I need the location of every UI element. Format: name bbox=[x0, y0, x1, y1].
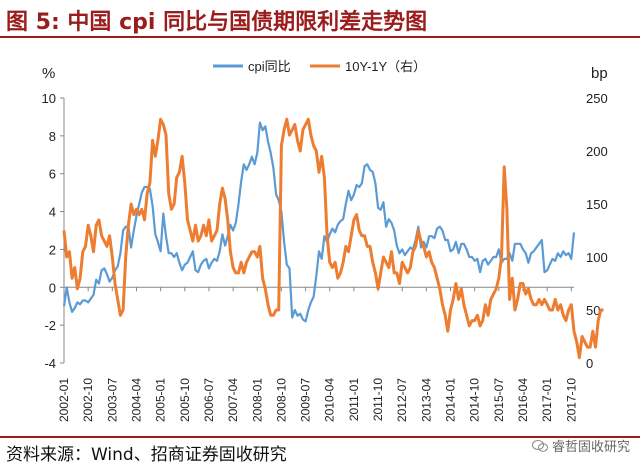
title-bar: 图 5: 中国 cpi 同比与国债期限利差走势图 bbox=[0, 0, 640, 38]
figure-title: 图 5: 中国 cpi 同比与国债期限利差走势图 bbox=[6, 10, 428, 35]
x-tick-label: 2008-10 bbox=[274, 378, 288, 422]
cpi-yoy-line bbox=[62, 121, 576, 323]
x-tick-label: 2006-07 bbox=[202, 378, 216, 422]
right-tick-label: 250 bbox=[586, 91, 608, 106]
x-tick-label: 2002-10 bbox=[81, 378, 95, 422]
right-tick-label: 50 bbox=[586, 303, 600, 318]
wechat-icon bbox=[531, 439, 548, 452]
x-tick-label: 2010-04 bbox=[323, 378, 337, 422]
legend-label-spread: 10Y-1Y（右） bbox=[345, 59, 426, 74]
right-tick-label: 0 bbox=[586, 356, 593, 371]
right-tick-label: 100 bbox=[586, 250, 608, 265]
title-divider bbox=[0, 36, 640, 38]
legend-label-cpi: cpi同比 bbox=[248, 59, 291, 74]
x-tick-label: 2017-10 bbox=[564, 378, 578, 422]
left-tick-label: -4 bbox=[44, 356, 56, 371]
left-tick-label: 2 bbox=[49, 242, 56, 257]
source-divider bbox=[0, 436, 640, 438]
x-tick-label: 2005-01 bbox=[154, 378, 168, 422]
x-tick-label: 2013-04 bbox=[419, 378, 433, 422]
watermark-text: 睿哲固收研究 bbox=[551, 440, 630, 455]
x-tick-label: 2015-07 bbox=[492, 378, 506, 422]
left-axis-label: % bbox=[42, 65, 55, 82]
x-tick-label: 2017-01 bbox=[540, 378, 554, 422]
watermark: 睿哲固收研究 bbox=[531, 436, 630, 455]
x-tick-label: 2011-01 bbox=[347, 378, 361, 421]
x-tick-label: 2004-04 bbox=[129, 378, 143, 422]
left-tick-label: 4 bbox=[49, 205, 56, 220]
x-tick-label: 2011-10 bbox=[371, 378, 385, 421]
left-tick-label: 10 bbox=[42, 91, 56, 106]
source-note: 资料来源：Wind、招商证券固收研究 bbox=[6, 445, 287, 465]
x-tick-label: 2014-10 bbox=[468, 378, 482, 422]
x-tick-label: 2016-04 bbox=[516, 378, 530, 422]
x-tick-label: 2002-01 bbox=[57, 378, 71, 422]
x-tick-label: 2014-01 bbox=[444, 378, 458, 422]
left-tick-label: 6 bbox=[49, 167, 56, 182]
x-tick-label: 2005-10 bbox=[178, 378, 192, 422]
x-tick-label: 2007-04 bbox=[226, 378, 240, 422]
left-tick-label: 0 bbox=[49, 280, 56, 295]
right-tick-label: 150 bbox=[586, 197, 608, 212]
x-tick-label: 2012-07 bbox=[395, 378, 409, 422]
left-tick-label: 8 bbox=[49, 129, 56, 144]
x-tick-label: 2009-07 bbox=[299, 378, 313, 422]
left-tick-label: -2 bbox=[44, 318, 56, 333]
term-spread-line bbox=[62, 117, 604, 360]
x-tick-label: 2008-01 bbox=[250, 378, 264, 422]
right-tick-label: 200 bbox=[586, 144, 608, 159]
x-tick-label: 2003-07 bbox=[105, 378, 119, 422]
right-axis-label: bp bbox=[591, 65, 608, 82]
